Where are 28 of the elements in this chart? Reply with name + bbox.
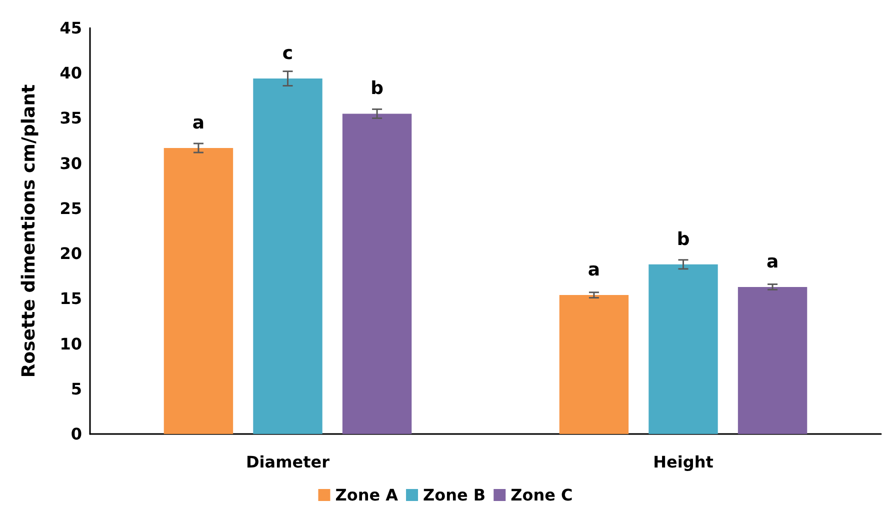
y-tick-label: 45 bbox=[60, 18, 82, 38]
y-tick-label: 20 bbox=[60, 244, 82, 264]
y-tick-label: 15 bbox=[60, 289, 82, 308]
bar bbox=[253, 78, 322, 434]
y-tick-label: 35 bbox=[60, 108, 82, 128]
data-label: c bbox=[282, 43, 294, 64]
y-tick-label: 10 bbox=[60, 334, 82, 354]
legend-label: Zone A bbox=[335, 486, 399, 504]
bar bbox=[648, 264, 718, 434]
bar bbox=[164, 148, 234, 434]
x-tick-label: Diameter bbox=[246, 452, 330, 472]
bar bbox=[559, 295, 629, 434]
y-tick-label: 40 bbox=[60, 64, 82, 83]
y-tick-label: 25 bbox=[60, 198, 82, 218]
data-label: a bbox=[766, 251, 779, 272]
legend-label: Zone B bbox=[423, 486, 486, 504]
data-label: a bbox=[192, 112, 205, 134]
data-label: b bbox=[370, 78, 384, 100]
y-axis-title: Rosette dimentions cm/plant bbox=[18, 84, 40, 378]
data-label: a bbox=[588, 260, 600, 281]
y-tick-label: 5 bbox=[70, 379, 82, 398]
x-tick-label: Height bbox=[653, 452, 714, 472]
data-label: b bbox=[676, 228, 690, 250]
y-tick-label: 0 bbox=[70, 424, 82, 444]
bar bbox=[342, 114, 412, 434]
y-tick-label: 30 bbox=[60, 154, 82, 173]
bar bbox=[738, 286, 808, 434]
legend-label: Zone C bbox=[510, 486, 573, 504]
